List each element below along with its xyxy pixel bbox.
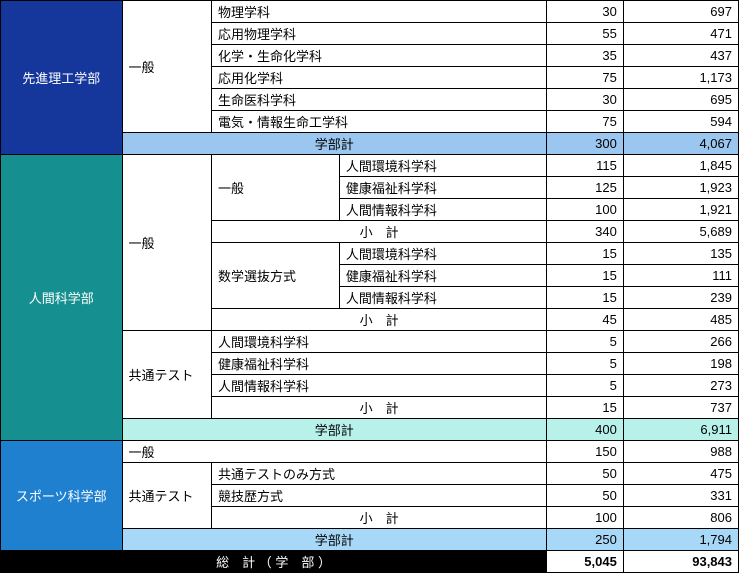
num: 475 [623, 463, 738, 485]
faculty-ningen: 人間科学部 [1, 155, 123, 441]
dept: 人間環境科学科 [339, 243, 546, 265]
shoukei-num: 737 [623, 397, 738, 419]
num: 1,921 [623, 199, 738, 221]
shoukei-num: 15 [547, 397, 624, 419]
shoukei-num: 485 [623, 309, 738, 331]
shoukei-num: 5,689 [623, 221, 738, 243]
dept: 化学・生命化学科 [212, 45, 547, 67]
shoukei-label: 小 計 [212, 221, 547, 243]
subtotal-num: 400 [547, 419, 624, 441]
dept: 健康福祉科学科 [339, 177, 546, 199]
num: 198 [623, 353, 738, 375]
subtotal-label: 学部計 [122, 529, 547, 551]
num: 15 [547, 265, 624, 287]
num: 75 [547, 111, 624, 133]
num: 695 [623, 89, 738, 111]
num: 471 [623, 23, 738, 45]
subtotal-num: 300 [547, 133, 624, 155]
dept: 人間情報科学科 [212, 375, 547, 397]
dept: 物理学科 [212, 1, 547, 23]
num: 115 [547, 155, 624, 177]
num: 5 [547, 331, 624, 353]
num: 15 [547, 243, 624, 265]
method-ippan: 一般 [122, 1, 212, 133]
shoukei-label: 小 計 [212, 309, 547, 331]
num: 437 [623, 45, 738, 67]
num: 594 [623, 111, 738, 133]
dept: 健康福祉科学科 [212, 353, 547, 375]
shoukei-num: 340 [547, 221, 624, 243]
subtotal-label: 学部計 [122, 133, 547, 155]
num: 75 [547, 67, 624, 89]
grand-total-label: 総 計 （ 学 部 ） [1, 551, 547, 573]
dept: 共通テストのみ方式 [212, 463, 547, 485]
num: 35 [547, 45, 624, 67]
num: 55 [547, 23, 624, 45]
subtotal-num: 4,067 [623, 133, 738, 155]
submethod-ippan: 一般 [212, 155, 340, 221]
dept: 生命医科学科 [212, 89, 547, 111]
num: 15 [547, 287, 624, 309]
shoukei-num: 45 [547, 309, 624, 331]
dept: 競技歴方式 [212, 485, 547, 507]
dept: 電気・情報生命工学科 [212, 111, 547, 133]
method-ippan: 一般 [122, 441, 547, 463]
num: 5 [547, 375, 624, 397]
num: 988 [623, 441, 738, 463]
subtotal-num: 1,794 [623, 529, 738, 551]
grand-total-num: 93,843 [623, 551, 738, 573]
num: 30 [547, 89, 624, 111]
dept: 人間情報科学科 [339, 199, 546, 221]
num: 30 [547, 1, 624, 23]
num: 239 [623, 287, 738, 309]
grand-total-num: 5,045 [547, 551, 624, 573]
method-kyoutsu: 共通テスト [122, 331, 212, 419]
dept: 応用物理学科 [212, 23, 547, 45]
num: 266 [623, 331, 738, 353]
num: 1,923 [623, 177, 738, 199]
num: 1,173 [623, 67, 738, 89]
subtotal-label: 学部計 [122, 419, 547, 441]
admissions-table: 先進理工学部 一般 物理学科 30 697 応用物理学科 55 471 化学・生… [0, 0, 739, 573]
subtotal-num: 6,911 [623, 419, 738, 441]
num: 135 [623, 243, 738, 265]
num: 331 [623, 485, 738, 507]
num: 111 [623, 265, 738, 287]
num: 273 [623, 375, 738, 397]
submethod-math: 数学選抜方式 [212, 243, 340, 309]
num: 50 [547, 485, 624, 507]
num: 125 [547, 177, 624, 199]
method-kyoutsu: 共通テスト [122, 463, 212, 529]
dept: 人間情報科学科 [339, 287, 546, 309]
num: 697 [623, 1, 738, 23]
dept: 応用化学科 [212, 67, 547, 89]
faculty-senri: 先進理工学部 [1, 1, 123, 155]
method-ippan: 一般 [122, 155, 212, 331]
subtotal-num: 250 [547, 529, 624, 551]
dept: 人間環境科学科 [339, 155, 546, 177]
dept: 健康福祉科学科 [339, 265, 546, 287]
faculty-sports: スポーツ科学部 [1, 441, 123, 551]
num: 150 [547, 441, 624, 463]
num: 50 [547, 463, 624, 485]
num: 100 [547, 199, 624, 221]
shoukei-label: 小 計 [212, 397, 547, 419]
num: 5 [547, 353, 624, 375]
dept: 人間環境科学科 [212, 331, 547, 353]
num: 1,845 [623, 155, 738, 177]
